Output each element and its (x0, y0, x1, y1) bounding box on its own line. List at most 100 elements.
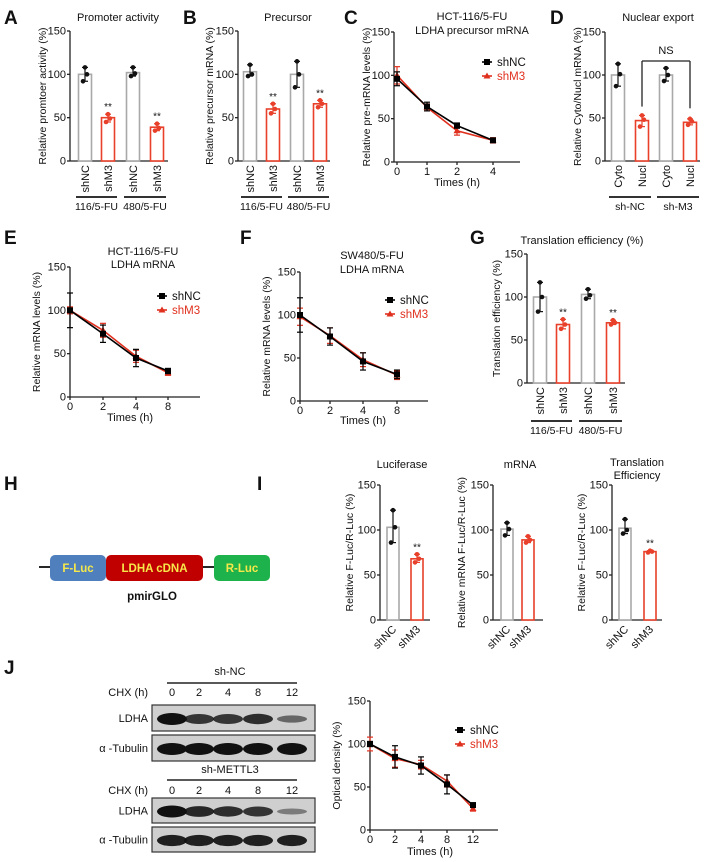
legend-label: shM3 (470, 739, 498, 751)
y-tick-label: 0 (483, 615, 489, 627)
replicate-point (539, 294, 545, 300)
x-tick-label: 2 (392, 834, 398, 846)
replicate-point (247, 62, 253, 68)
series-line-shm3 (369, 743, 474, 810)
bar-shnc (580, 293, 596, 384)
chart-title: SW480/5-FU (340, 250, 404, 262)
bar-shm3 (643, 550, 657, 621)
data-point-square (67, 307, 73, 314)
panel-letter-b: B (183, 8, 197, 29)
lane-label: 2 (196, 785, 202, 797)
x-axis-label: Times (h) (340, 415, 386, 427)
x-tick-label: shNC (128, 165, 140, 193)
bar-shm3 (312, 103, 328, 162)
y-tick-label: 50 (589, 113, 601, 125)
x-tick-label: 0 (67, 401, 73, 413)
replicate-point (103, 119, 109, 125)
y-tick-label: 150 (216, 26, 234, 38)
chart-title: Nuclear export (622, 12, 694, 24)
y-axis-label: Relative mRNA levels (%) (31, 272, 43, 392)
replicate-point (523, 540, 529, 545)
y-tick-label: 0 (602, 615, 608, 627)
protein-band (213, 743, 243, 755)
construct-segment-label: R-Luc (226, 563, 259, 575)
replicate-point (506, 526, 512, 532)
legend-marker-triangle (456, 740, 464, 747)
legend-marker-triangle (386, 310, 394, 317)
lane-label: 4 (225, 785, 231, 797)
replicate-point (319, 101, 325, 107)
blot-row-label: LDHA (119, 806, 149, 818)
x-tick-label: Cyto (661, 165, 673, 188)
y-tick-label: 50 (477, 570, 489, 582)
lane-label: 12 (286, 687, 298, 699)
y-tick-label: 0 (517, 378, 523, 390)
replicate-point (663, 65, 669, 71)
y-tick-label: 100 (358, 525, 376, 537)
bar-shm3 (149, 126, 165, 162)
y-tick-label: 0 (595, 156, 601, 168)
y-tick-label: 0 (290, 396, 296, 408)
significance-marker: ** (316, 88, 324, 99)
chart-title: Luciferase (377, 459, 428, 471)
x-tick-label: shM3 (558, 387, 570, 414)
panel-letter-c: C (344, 8, 358, 29)
bar-cyto (658, 74, 674, 162)
group-label: 480/5-FU (123, 201, 167, 213)
bar-shm3 (521, 539, 535, 621)
y-axis-label: Relative F-Luc/R-Luc (%) (344, 494, 356, 612)
replicate-point (272, 106, 278, 112)
replicate-point (661, 78, 667, 84)
replicate-point (624, 527, 630, 533)
x-tick-label: shNC (485, 624, 513, 652)
y-tick-label: 100 (348, 739, 366, 751)
y-tick-label: 100 (471, 525, 489, 537)
x-tick-label: 8 (394, 405, 400, 417)
replicate-point (665, 72, 671, 78)
protein-band (184, 743, 214, 755)
x-tick-label: shNC (535, 387, 547, 415)
panel-letter-j: J (4, 658, 15, 679)
replicate-point (292, 85, 298, 90)
x-tick-label: 2 (454, 166, 460, 178)
x-tick-label: shM3 (396, 624, 424, 652)
group-label: 116/5-FU (240, 201, 283, 213)
construct-segment-label: F-Luc (62, 563, 94, 575)
data-point-square (394, 75, 400, 82)
replicate-point (105, 111, 111, 117)
protein-band (213, 714, 243, 724)
series-line-shm3 (396, 74, 494, 142)
legend-label: shNC (172, 291, 201, 303)
x-tick-label: 2 (327, 405, 333, 417)
significance-marker: ** (269, 92, 277, 103)
replicate-point (270, 101, 276, 107)
protein-band (157, 834, 187, 847)
protein-band (243, 743, 273, 755)
replicate-point (587, 292, 593, 298)
group-label: 116/5-FU (75, 201, 118, 213)
panel-letter-f: F (240, 228, 252, 249)
y-tick-label: 50 (364, 570, 376, 582)
group-label: sh-NC (615, 201, 645, 213)
y-tick-label: 50 (54, 348, 66, 360)
replicate-point (537, 280, 543, 285)
significance-marker: ** (413, 542, 421, 553)
y-tick-label: 150 (590, 480, 608, 492)
replicate-point (620, 531, 626, 536)
replicate-point (416, 556, 422, 562)
panel-letter-i: I (257, 474, 262, 495)
protein-band (184, 806, 214, 817)
construct-segment-f-luc (50, 555, 106, 581)
replicate-point (615, 61, 621, 67)
data-point-square (490, 137, 496, 144)
x-tick-label: 8 (165, 401, 171, 413)
replicate-point (613, 83, 619, 89)
bar-shm3 (605, 321, 621, 384)
panel-letter-a: A (4, 8, 18, 29)
replicate-point (617, 71, 623, 77)
legend-label: shNC (400, 295, 429, 307)
y-tick-label: 0 (228, 156, 234, 168)
data-point-square (418, 762, 424, 769)
replicate-point (154, 121, 160, 127)
